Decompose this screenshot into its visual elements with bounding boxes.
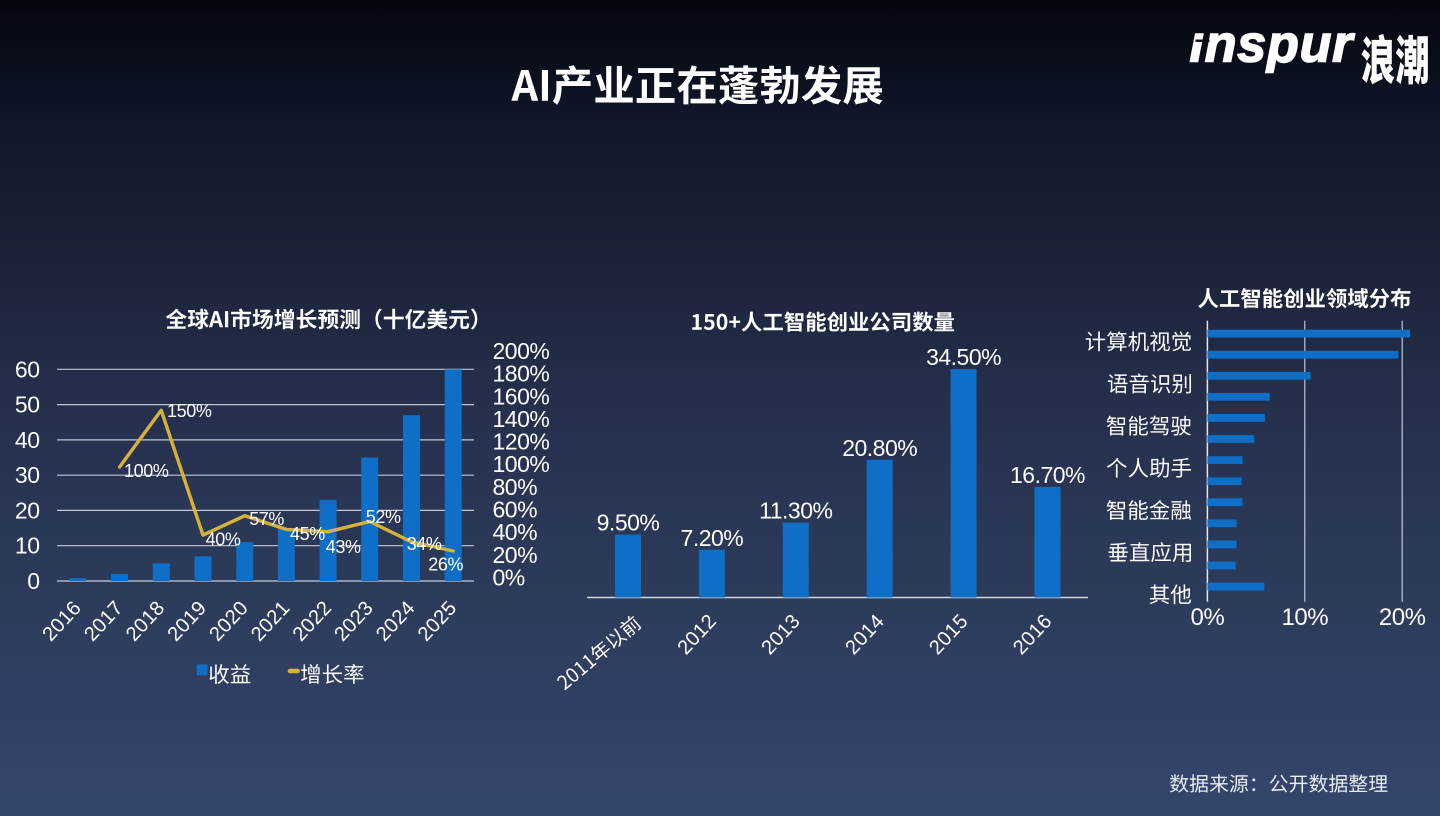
svg-text:2016: 2016 (1009, 610, 1057, 659)
svg-text:60%: 60% (493, 497, 538, 523)
svg-text:200%: 200% (493, 338, 550, 364)
svg-text:50: 50 (15, 392, 40, 418)
svg-text:2015: 2015 (925, 610, 973, 659)
svg-text:40%: 40% (493, 519, 538, 545)
svg-text:20.80%: 20.80% (842, 435, 917, 461)
svg-text:2025: 2025 (414, 597, 462, 646)
svg-text:0: 0 (27, 568, 39, 594)
svg-text:2014: 2014 (841, 610, 889, 659)
svg-text:160%: 160% (493, 383, 550, 409)
svg-text:7.20%: 7.20% (681, 525, 744, 551)
svg-text:40: 40 (15, 427, 40, 453)
svg-text:26%: 26% (428, 555, 463, 575)
svg-text:140%: 140% (493, 406, 550, 432)
svg-text:0%: 0% (493, 565, 525, 591)
svg-text:57%: 57% (249, 509, 284, 529)
svg-text:2012: 2012 (674, 610, 722, 659)
svg-text:150%: 150% (167, 401, 212, 421)
svg-text:16.70%: 16.70% (1010, 462, 1085, 488)
svg-text:20%: 20% (493, 542, 538, 568)
svg-text:180%: 180% (493, 361, 550, 387)
svg-text:45%: 45% (290, 524, 325, 544)
svg-text:100%: 100% (493, 451, 550, 477)
svg-text:120%: 120% (493, 429, 550, 455)
svg-text:9.50%: 9.50% (597, 510, 660, 536)
svg-text:10: 10 (15, 533, 40, 559)
svg-text:60: 60 (15, 356, 40, 382)
svg-text:30: 30 (15, 462, 40, 488)
svg-text:2016: 2016 (38, 597, 86, 646)
svg-text:34%: 34% (407, 534, 442, 554)
svg-text:43%: 43% (326, 537, 361, 557)
svg-text:2023: 2023 (330, 597, 378, 646)
svg-text:0%: 0% (1191, 604, 1225, 631)
svg-text:52%: 52% (366, 507, 401, 527)
svg-text:11.30%: 11.30% (759, 498, 832, 524)
svg-text:2018: 2018 (122, 597, 170, 646)
svg-text:2021: 2021 (247, 597, 295, 646)
svg-text:20: 20 (15, 497, 40, 523)
svg-text:ınspur: ınspur (1190, 16, 1356, 74)
svg-text:80%: 80% (493, 474, 538, 500)
svg-text:2022: 2022 (289, 597, 337, 646)
svg-text:2017: 2017 (80, 597, 128, 646)
svg-text:40%: 40% (206, 530, 241, 550)
svg-text:2019: 2019 (164, 597, 212, 646)
svg-text:2020: 2020 (205, 597, 253, 646)
svg-text:20%: 20% (1379, 604, 1426, 631)
svg-text:10%: 10% (1282, 604, 1329, 631)
svg-text:2024: 2024 (372, 597, 420, 646)
svg-text:100%: 100% (124, 461, 169, 481)
svg-text:34.50%: 34.50% (926, 344, 1001, 370)
svg-text:2013: 2013 (757, 610, 805, 659)
